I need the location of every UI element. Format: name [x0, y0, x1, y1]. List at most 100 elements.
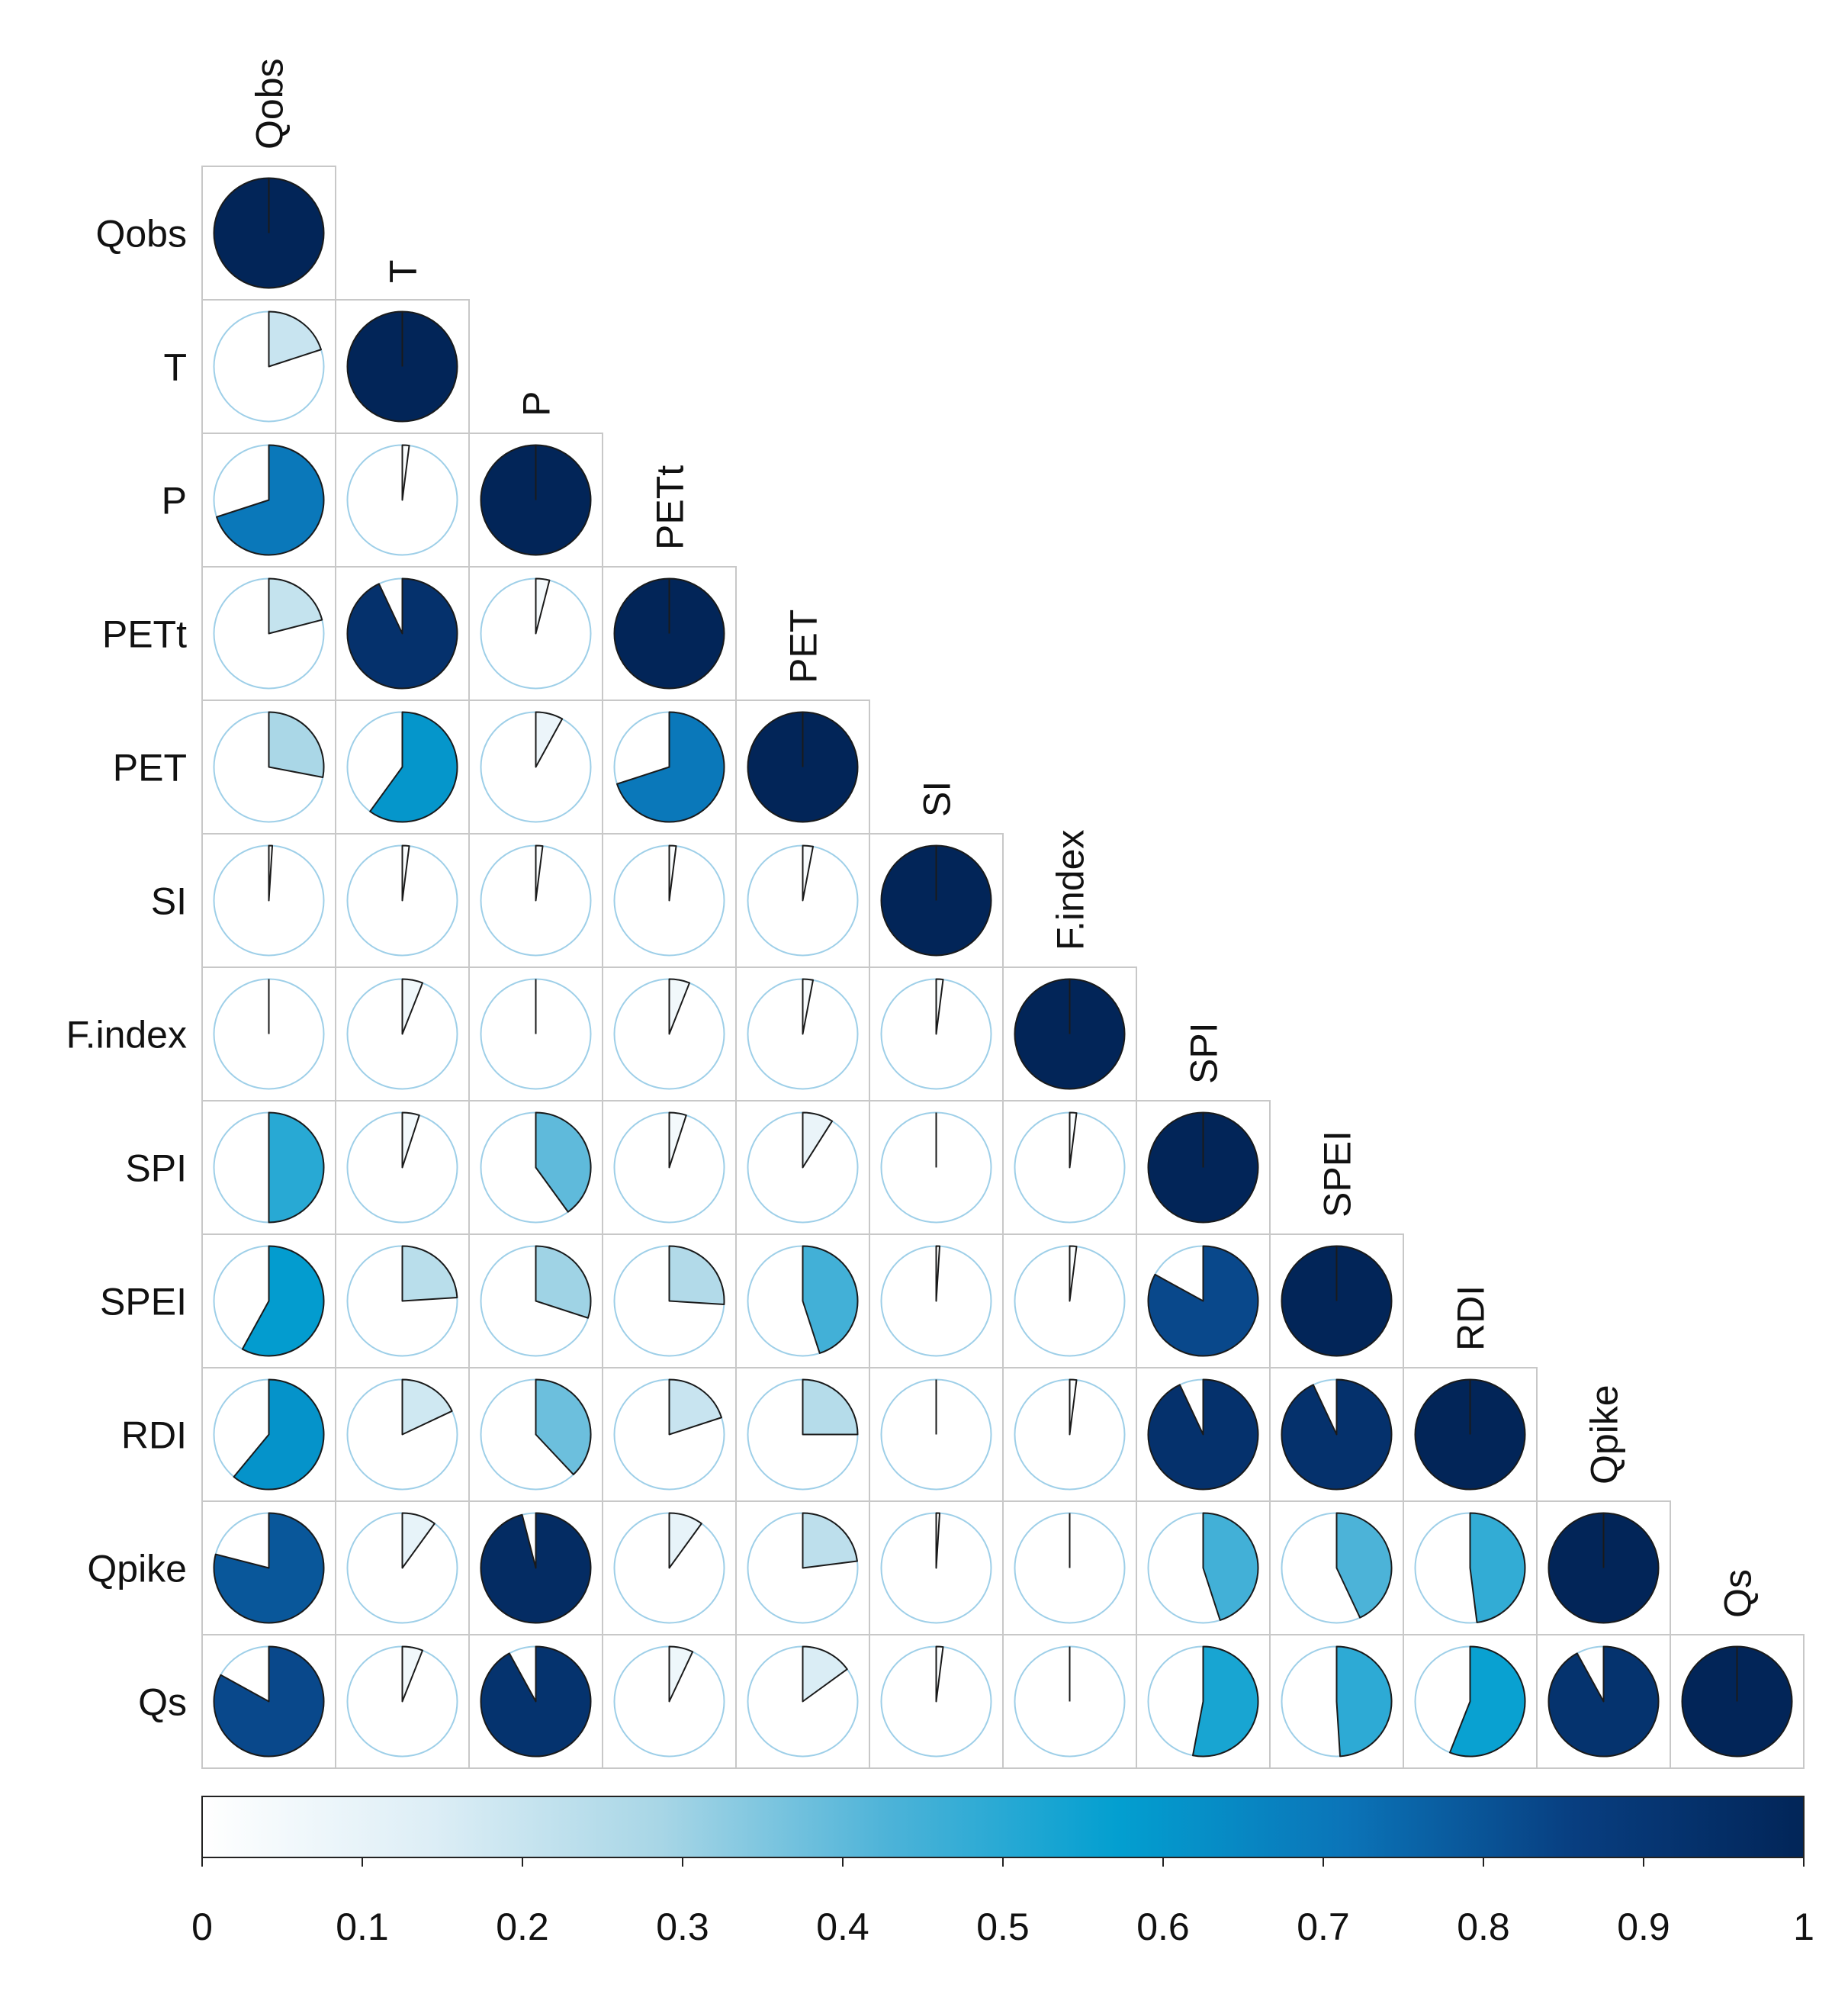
- pie-markers: [213, 177, 1793, 1758]
- pie-SPEI-SPI: [1147, 1245, 1259, 1357]
- pie-SPEI-Qobs: [213, 1245, 325, 1357]
- colorbar-tick-label: 0.5: [976, 1906, 1030, 1948]
- pie-P-T: [346, 444, 458, 556]
- pie-RDI-RDI: [1414, 1378, 1526, 1491]
- pie-Qs-P: [480, 1645, 592, 1758]
- pie-PET-T: [346, 711, 458, 823]
- pie-RDI-F.index: [1014, 1378, 1126, 1491]
- pie-SPEI-F.index: [1014, 1245, 1126, 1357]
- pie-SI-PETt: [613, 844, 725, 957]
- row-label-Qpike: Qpike: [87, 1548, 187, 1590]
- pie-SI-Qobs: [213, 844, 325, 957]
- pie-PETt-T: [346, 577, 458, 690]
- pie-SPI-PETt: [613, 1111, 725, 1224]
- pie-RDI-SI: [880, 1378, 992, 1491]
- col-label-F.index: F.index: [1049, 830, 1092, 950]
- pie-Qs-SPEI: [1281, 1645, 1393, 1758]
- pie-SPEI-SI: [880, 1245, 992, 1357]
- pie-SPEI-T: [346, 1245, 458, 1357]
- pie-Qs-PET: [747, 1645, 859, 1758]
- pie-Qs-PETt: [613, 1645, 725, 1758]
- colorbar-tick-label: 0.2: [496, 1906, 549, 1948]
- pie-Qpike-T: [346, 1512, 458, 1624]
- pie-F.index-Qobs: [213, 978, 325, 1090]
- pie-Qs-Qs: [1681, 1645, 1793, 1758]
- pie-F.index-PET: [747, 978, 859, 1090]
- pie-SPEI-PET: [747, 1245, 859, 1357]
- pie-P-P: [480, 444, 592, 556]
- pie-Qobs-Qobs: [213, 177, 325, 289]
- colorbar-tick-label: 0.9: [1617, 1906, 1670, 1948]
- pie-SPI-P: [480, 1111, 592, 1224]
- pie-F.index-T: [346, 978, 458, 1090]
- variable-labels: Qobs Qobs T T P P PETt PETt PET PET SI SI F.index F.i…: [66, 58, 1760, 1723]
- pie-SI-PET: [747, 844, 859, 957]
- pie-RDI-PETt: [613, 1378, 725, 1491]
- colorbar-tick-label: 0.1: [336, 1906, 389, 1948]
- col-label-SI: SI: [916, 781, 959, 817]
- colorbar-tick-label: 0.8: [1457, 1906, 1510, 1948]
- row-label-T: T: [163, 346, 187, 389]
- colorbar-tick-label: 1: [1793, 1906, 1814, 1948]
- pie-SI-SI: [880, 844, 992, 957]
- pie-Qs-Qpike: [1547, 1645, 1660, 1758]
- col-label-Qpike: Qpike: [1583, 1385, 1626, 1484]
- pie-P-Qobs: [213, 444, 325, 556]
- pie-PET-PETt: [613, 711, 725, 823]
- pie-Qs-T: [346, 1645, 458, 1758]
- colorbar: 0 0.1 0.2 0.3 0.4 0.5 0.6 0.7 0.8 0.9 1: [191, 1796, 1814, 1948]
- pie-Qpike-RDI: [1414, 1512, 1526, 1624]
- pie-SPI-PET: [747, 1111, 859, 1224]
- pie-PETt-PETt: [613, 577, 725, 690]
- pie-RDI-Qobs: [213, 1378, 325, 1491]
- pie-F.index-SI: [880, 978, 992, 1090]
- pie-T-Qobs: [213, 310, 325, 423]
- pie-SPI-F.index: [1014, 1111, 1126, 1224]
- pie-SPI-SI: [880, 1111, 992, 1224]
- row-label-SPI: SPI: [125, 1147, 187, 1190]
- col-label-Qs: Qs: [1717, 1569, 1760, 1618]
- row-label-P: P: [162, 480, 187, 523]
- pie-Qpike-Qpike: [1547, 1512, 1660, 1624]
- cell-Qs-Qs: [1670, 1634, 1805, 1769]
- pie-PET-P: [480, 711, 592, 823]
- pie-Qs-F.index: [1014, 1645, 1126, 1758]
- pie-PETt-P: [480, 577, 592, 690]
- pie-RDI-T: [346, 1378, 458, 1491]
- pie-Qpike-SI: [880, 1512, 992, 1624]
- pie-SPI-SPI: [1147, 1111, 1259, 1224]
- row-label-SI: SI: [151, 880, 187, 923]
- pie-SI-P: [480, 844, 592, 957]
- pie-F.index-F.index: [1014, 978, 1126, 1090]
- pie-F.index-P: [480, 978, 592, 1090]
- row-label-F.index: F.index: [66, 1014, 187, 1056]
- pie-Qs-SPI: [1147, 1645, 1259, 1758]
- pie-Qs-SI: [880, 1645, 992, 1758]
- row-label-Qobs: Qobs: [95, 213, 187, 256]
- pie-Qs-RDI: [1414, 1645, 1526, 1758]
- pie-Qs-Qobs: [213, 1645, 325, 1758]
- colorbar-tick-label: 0.3: [656, 1906, 709, 1948]
- colorbar-tick-label: 0.4: [816, 1906, 869, 1948]
- pie-RDI-P: [480, 1378, 592, 1491]
- colorbar-tick-label: 0.7: [1297, 1906, 1350, 1948]
- pie-Qpike-PET: [747, 1512, 859, 1624]
- col-label-T: T: [382, 259, 425, 283]
- pie-PETt-Qobs: [213, 577, 325, 690]
- colorbar-gradient: [201, 1796, 1805, 1858]
- row-label-Qs: Qs: [138, 1681, 187, 1724]
- cell-grid: [201, 166, 1805, 1769]
- pie-SI-T: [346, 844, 458, 957]
- col-label-SPEI: SPEI: [1316, 1130, 1359, 1217]
- col-label-PET: PET: [783, 609, 825, 683]
- pie-SPI-T: [346, 1111, 458, 1224]
- pie-F.index-PETt: [613, 978, 725, 1090]
- pie-SPEI-P: [480, 1245, 592, 1357]
- row-label-SPEI: SPEI: [100, 1281, 187, 1323]
- col-label-PETt: PETt: [649, 465, 692, 550]
- pie-Qpike-F.index: [1014, 1512, 1126, 1624]
- row-label-RDI: RDI: [121, 1414, 187, 1457]
- pie-PET-Qobs: [213, 711, 325, 823]
- colorbar-tick-label: 0.6: [1136, 1906, 1190, 1948]
